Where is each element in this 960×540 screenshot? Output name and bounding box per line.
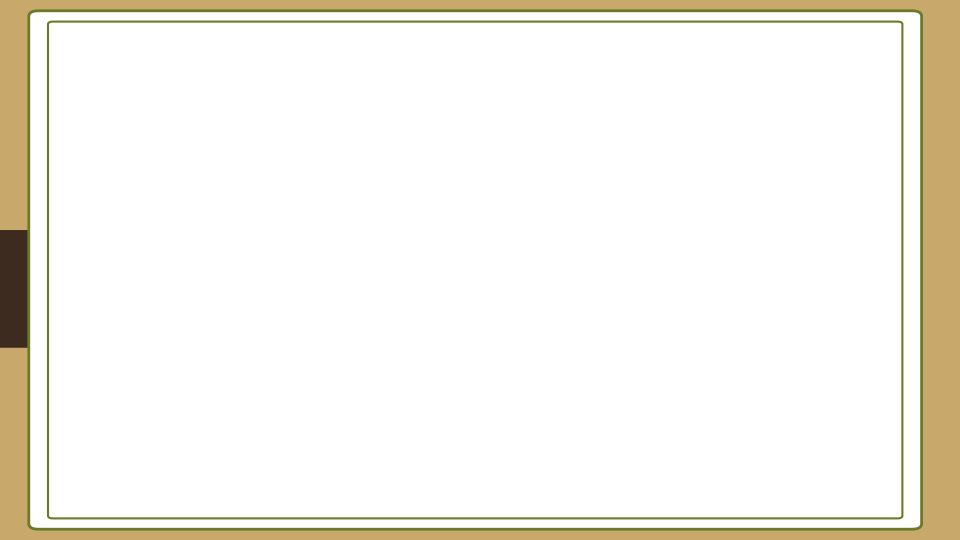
FancyBboxPatch shape [629, 127, 658, 410]
Text: 40: 40 [670, 143, 686, 156]
Text: 20: 20 [670, 222, 686, 235]
FancyBboxPatch shape [0, 230, 49, 348]
Circle shape [677, 400, 694, 410]
Circle shape [631, 64, 656, 78]
FancyBboxPatch shape [534, 48, 733, 503]
Text: -20: -20 [670, 381, 690, 394]
Circle shape [627, 107, 660, 125]
Text: °C: °C [694, 442, 716, 460]
Text: 2 step equation word problem: 2 step equation word problem [187, 51, 773, 89]
Circle shape [597, 417, 689, 469]
FancyBboxPatch shape [563, 394, 705, 416]
Text: 10: 10 [670, 262, 686, 275]
Circle shape [573, 400, 590, 410]
Text: Ex # 6:: Ex # 6: [67, 150, 154, 174]
Text: -10: -10 [670, 342, 690, 355]
Text: 30: 30 [670, 183, 686, 195]
Text: 10: 10 [600, 262, 616, 275]
Text: Room temperature ranges from
20º C to 25º C.  Find the range of
room temperature: Room temperature ranges from 20º C to 25… [67, 202, 460, 327]
Circle shape [573, 127, 590, 137]
Text: 30: 30 [600, 183, 616, 195]
FancyBboxPatch shape [630, 219, 657, 409]
Circle shape [677, 127, 694, 137]
Text: 0: 0 [670, 302, 678, 315]
Text: -10: -10 [596, 342, 616, 355]
FancyBboxPatch shape [563, 121, 705, 144]
Text: F – 32 =1.8 C to convert from the
Celsius scale to the Fahrenheit
scale:: F – 32 =1.8 C to convert from the Celsiu… [67, 389, 464, 480]
